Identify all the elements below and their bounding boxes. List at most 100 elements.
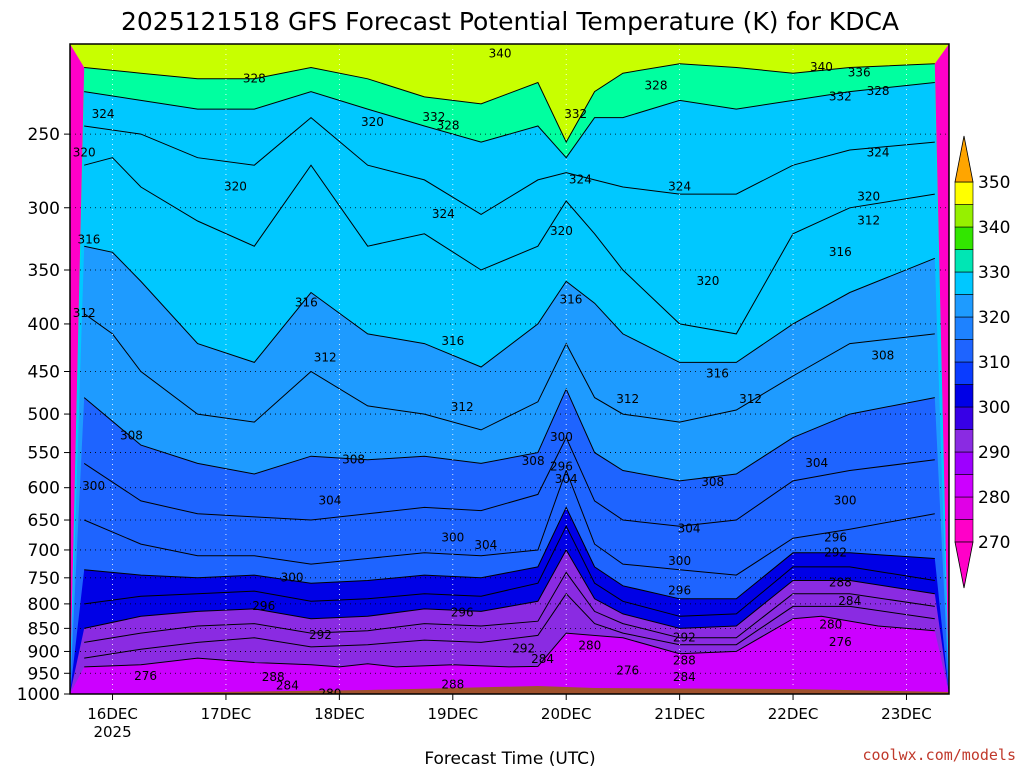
contour-label: 312 bbox=[314, 350, 337, 364]
contour-label: 328 bbox=[867, 84, 890, 98]
contour-label: 324 bbox=[867, 146, 890, 160]
contour-label: 304 bbox=[318, 493, 341, 507]
plot-frame bbox=[69, 43, 950, 695]
contour-label: 316 bbox=[77, 233, 100, 247]
contour-label: 304 bbox=[678, 522, 701, 536]
contour-label: 312 bbox=[857, 213, 880, 227]
colorbar-label: 320 bbox=[978, 308, 1010, 328]
contour-label: 308 bbox=[120, 429, 143, 443]
colorbar-cell bbox=[954, 519, 974, 543]
colorbar-cell bbox=[954, 406, 974, 430]
contour-label: 304 bbox=[805, 456, 828, 470]
colorbar-label: 280 bbox=[978, 488, 1010, 508]
contour-label: 276 bbox=[616, 664, 639, 678]
credit-text: coolwx.com/models bbox=[862, 746, 1016, 764]
contour-label: 336 bbox=[848, 66, 871, 80]
y-tick-label: 550 bbox=[28, 444, 60, 464]
colorbar-cell bbox=[954, 384, 974, 408]
colorbar-cell bbox=[954, 181, 974, 205]
contour-label: 332 bbox=[422, 110, 445, 124]
contour-label: 296 bbox=[451, 605, 474, 619]
isentrope-284 bbox=[84, 571, 935, 643]
contour-label: 296 bbox=[824, 531, 847, 545]
contour-label: 292 bbox=[673, 630, 696, 644]
colorbar-cell bbox=[954, 294, 974, 318]
contour-label: 320 bbox=[361, 115, 384, 129]
x-tick-label: 19DEC bbox=[427, 705, 478, 723]
isentrope-300 bbox=[84, 469, 935, 576]
contour-label: 316 bbox=[706, 367, 729, 381]
contour-label: 324 bbox=[668, 180, 691, 194]
contour-label: 320 bbox=[857, 189, 880, 203]
contour-label: 280 bbox=[318, 687, 341, 701]
colorbar-label: 330 bbox=[978, 263, 1010, 283]
y-tick-label: 450 bbox=[28, 363, 60, 383]
colorbar-cell bbox=[954, 474, 974, 498]
isentrope-292 bbox=[84, 525, 935, 617]
contour-label: 312 bbox=[739, 392, 762, 406]
colorbar-cell bbox=[954, 451, 974, 475]
contour-label: 292 bbox=[512, 642, 535, 656]
contour-label: 304 bbox=[555, 472, 578, 486]
y-tick-label: 600 bbox=[28, 479, 60, 499]
x-tick-label: 21DEC bbox=[654, 705, 705, 723]
contour-label: 304 bbox=[474, 538, 497, 552]
fill-band-276 bbox=[70, 616, 949, 694]
contour-label: 296 bbox=[668, 584, 691, 598]
isentrope-316 bbox=[84, 245, 935, 368]
contour-label: 308 bbox=[342, 452, 365, 466]
contour-label: 332 bbox=[829, 89, 852, 103]
contour-label: 288 bbox=[673, 654, 696, 668]
contour-label: 312 bbox=[73, 306, 96, 320]
contour-label: 280 bbox=[578, 639, 601, 653]
isentrope-296 bbox=[84, 506, 935, 600]
contour-label: 320 bbox=[73, 146, 96, 160]
x-tick-label: 22DEC bbox=[768, 705, 819, 723]
x-axis-label: Forecast Time (UTC) bbox=[424, 749, 595, 768]
y-tick-label: 800 bbox=[28, 595, 60, 615]
isentrope-320 bbox=[84, 157, 935, 335]
y-tick-label: 500 bbox=[28, 405, 60, 425]
contour-label: 320 bbox=[550, 224, 573, 238]
contour-label: 300 bbox=[82, 479, 105, 493]
contour-label: 320 bbox=[224, 180, 247, 194]
contour-label: 308 bbox=[701, 475, 724, 489]
contour-label: 300 bbox=[550, 430, 573, 444]
y-tick-label: 400 bbox=[28, 315, 60, 335]
y-tick-label: 750 bbox=[28, 569, 60, 589]
contour-label: 340 bbox=[810, 60, 833, 74]
x-tick-sublabel: 2025 bbox=[93, 723, 131, 741]
isentrope-288 bbox=[84, 548, 935, 629]
colorbar-label: 340 bbox=[978, 218, 1010, 238]
contour-label: 308 bbox=[522, 454, 545, 468]
contour-label: 332 bbox=[564, 107, 587, 121]
contour-label: 320 bbox=[697, 274, 720, 288]
colorbar-label: 350 bbox=[978, 173, 1010, 193]
colorbar-label: 290 bbox=[978, 443, 1010, 463]
y-tick-label: 300 bbox=[28, 199, 60, 219]
contour-label: 340 bbox=[489, 46, 512, 60]
colorbar-cell bbox=[954, 204, 974, 228]
contour-label: 296 bbox=[252, 599, 275, 613]
chart-title: 2025121518 GFS Forecast Potential Temper… bbox=[121, 7, 899, 36]
colorbar-cell bbox=[954, 249, 974, 273]
isentrope-324 bbox=[84, 116, 935, 215]
isentrope-304 bbox=[83, 436, 935, 527]
y-tick-label: 700 bbox=[28, 541, 60, 561]
contour-label: 292 bbox=[309, 628, 332, 642]
contour-label: 284 bbox=[838, 594, 861, 608]
contour-label: 300 bbox=[281, 570, 304, 584]
isentrope-276 bbox=[84, 615, 935, 668]
isentrope-312 bbox=[83, 313, 935, 431]
contour-label: 288 bbox=[441, 678, 464, 692]
contour-label: 300 bbox=[834, 493, 857, 507]
isentrope-332 bbox=[84, 63, 935, 144]
colorbar-cell bbox=[954, 226, 974, 250]
contour-label: 316 bbox=[441, 334, 464, 348]
contour-label: 284 bbox=[531, 652, 554, 666]
ground-surface bbox=[70, 686, 949, 694]
contour-label: 316 bbox=[559, 293, 582, 307]
contour-label: 288 bbox=[829, 576, 852, 590]
contour-label: 316 bbox=[829, 245, 852, 259]
